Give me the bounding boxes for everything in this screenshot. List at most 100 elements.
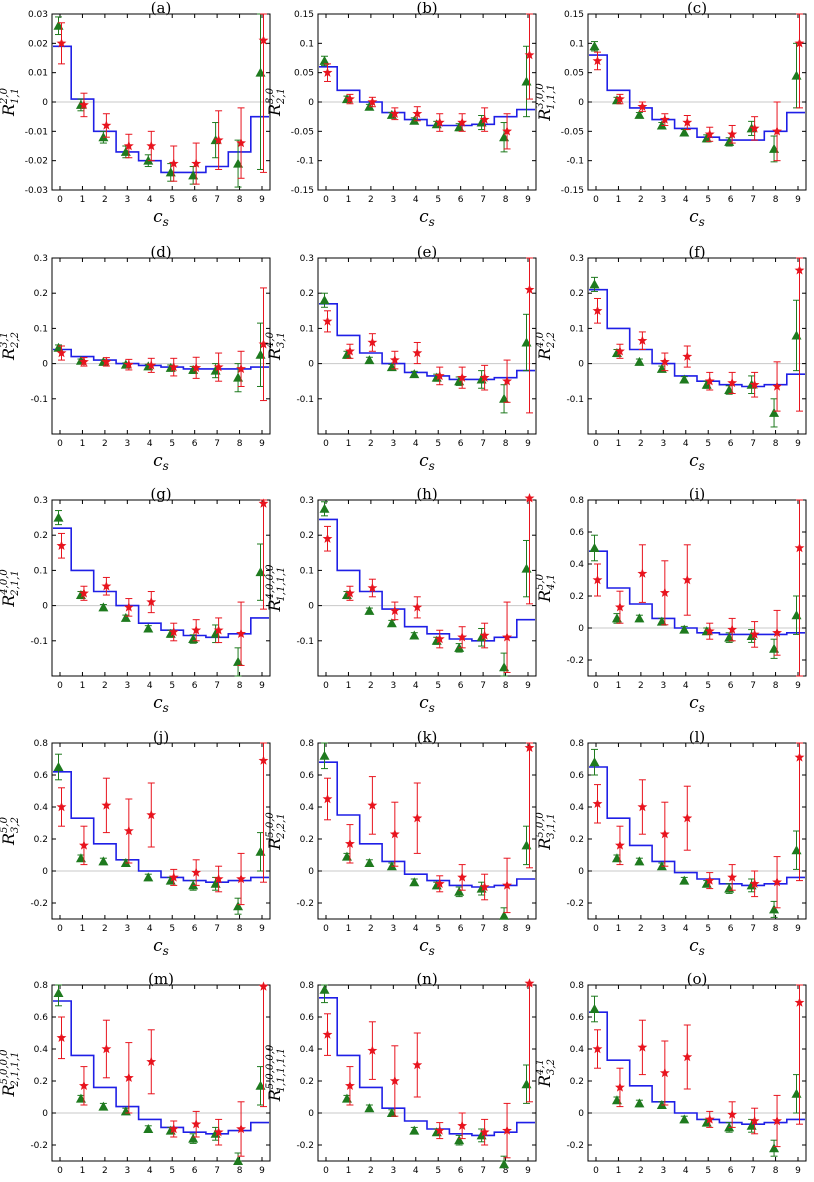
plot-frame [317, 499, 537, 677]
y-tick-label: -0.2 [296, 899, 314, 909]
x-tick-label: 7 [480, 439, 486, 449]
triangle-point [499, 1159, 510, 1169]
y-axis-label-base: R [0, 104, 18, 117]
star-point [389, 1075, 400, 1086]
y-axis-label-base: R [0, 595, 18, 608]
y-tick-label: 0.4 [570, 803, 585, 813]
x-axis-label: cs [689, 936, 705, 958]
x-tick-label: 1 [616, 924, 622, 934]
panel-title: (c) [687, 0, 707, 17]
x-tick-label: 9 [795, 439, 801, 449]
y-axis-label: R4,13,2 [535, 1059, 557, 1088]
x-tick-label: 3 [124, 195, 130, 205]
panel-h: -0.1 0 0.1 0.2 0.3 0 1 2 3 4 5 6 7 8 9 (h) cs R4,0,0,01,1… [265, 485, 537, 715]
star-point [502, 376, 512, 386]
model-step-line [589, 766, 805, 887]
y-tick-label: 0.2 [300, 1077, 314, 1087]
panel-title: (b) [416, 0, 437, 17]
star-point [56, 38, 67, 48]
y-tick-label: 0.1 [300, 324, 314, 334]
star-point [389, 605, 400, 616]
x-tick-label: 7 [214, 195, 220, 205]
y-axis-label-sup: 5,0,0,0 [0, 1049, 10, 1085]
x-tick-label: 6 [728, 439, 734, 449]
star-point [592, 798, 603, 809]
x-tick-label: 5 [435, 681, 441, 691]
x-tick-label: 3 [660, 681, 666, 691]
star-point [412, 602, 423, 612]
x-tick-label: 3 [124, 681, 130, 691]
y-axis-label-sub: 2,2 [546, 332, 557, 349]
x-tick-label: 6 [458, 195, 464, 205]
x-axis-label-sub: s [699, 459, 705, 473]
x-tick-label: 2 [368, 924, 374, 934]
y-tick-label: -0.05 [561, 127, 584, 137]
star-point [457, 1120, 468, 1131]
star-point [236, 628, 246, 638]
star-point [659, 587, 670, 598]
x-tick-label: 4 [413, 681, 419, 691]
star-point [322, 793, 333, 804]
y-tick-label: 0.8 [570, 496, 585, 506]
star-point [146, 140, 157, 151]
star-point [258, 981, 269, 991]
y-tick-label: 0.2 [300, 835, 314, 845]
x-tick-label: 1 [346, 195, 352, 205]
y-axis-label-sub: 2,2 [10, 332, 21, 349]
star-point [101, 800, 112, 810]
star-point [704, 1114, 715, 1124]
x-axis-label-base: c [419, 1178, 429, 1182]
y-tick-label: 0.1 [300, 566, 314, 576]
x-tick-label: 8 [237, 195, 243, 205]
model-step-line [319, 997, 535, 1137]
x-axis-label-base: c [153, 207, 163, 227]
x-tick-label: 4 [413, 1166, 419, 1176]
x-tick-label: 7 [480, 681, 486, 691]
star-point [345, 838, 355, 849]
y-tick-label: 0.4 [570, 1045, 585, 1055]
x-tick-label: 8 [503, 681, 509, 691]
x-tick-label: 3 [124, 924, 130, 934]
y-tick-label: 0.8 [34, 981, 49, 991]
x-tick-label: 0 [323, 439, 329, 449]
y-tick-label: 0.2 [570, 1077, 584, 1087]
x-tick-label: 8 [237, 924, 243, 934]
star-point [704, 376, 715, 386]
y-axis-label-base: R [535, 590, 554, 603]
x-tick-label: 6 [192, 924, 198, 934]
y-tick-label: 0.03 [28, 10, 48, 20]
x-tick-label: 5 [169, 439, 175, 449]
x-axis-label-sub: s [163, 944, 169, 958]
star-point [659, 114, 670, 124]
x-axis-label: cs [689, 693, 705, 715]
star-point [615, 602, 625, 612]
y-tick-label: 0 [578, 1109, 584, 1119]
star-point [168, 1123, 179, 1134]
star-point [615, 93, 625, 104]
panel-i: -0.2 0 0.2 0.4 0.6 0.8 0 1 2 3 4 5 6 7 8 9 (i) cs R5,04,1 [535, 485, 807, 715]
star-point [168, 872, 179, 882]
x-tick-label: 4 [147, 924, 153, 934]
star-point [101, 120, 112, 130]
y-tick-label: 0 [42, 867, 48, 877]
y-axis-label-sup: 2,0 [0, 87, 10, 105]
panel-title: (e) [417, 243, 438, 261]
x-tick-label: 3 [390, 439, 396, 449]
star-point [659, 829, 670, 839]
y-axis-label: R2,01,1 [0, 87, 21, 117]
x-axis-label: cs [419, 936, 435, 958]
star-point [772, 1115, 782, 1126]
y-tick-label: -0.1 [296, 637, 314, 647]
star-point [123, 602, 134, 612]
model-step-line [53, 1000, 269, 1135]
x-tick-label: 5 [705, 924, 711, 934]
x-tick-label: 3 [660, 1166, 666, 1176]
triangle-point [364, 605, 375, 615]
triangle-point [679, 1114, 690, 1124]
star-point [345, 93, 355, 104]
x-tick-label: 1 [616, 439, 622, 449]
plot-frame [587, 499, 807, 677]
y-tick-label: 0 [42, 360, 48, 370]
y-tick-label: 0.01 [28, 69, 48, 79]
x-axis-label-base: c [419, 693, 429, 713]
